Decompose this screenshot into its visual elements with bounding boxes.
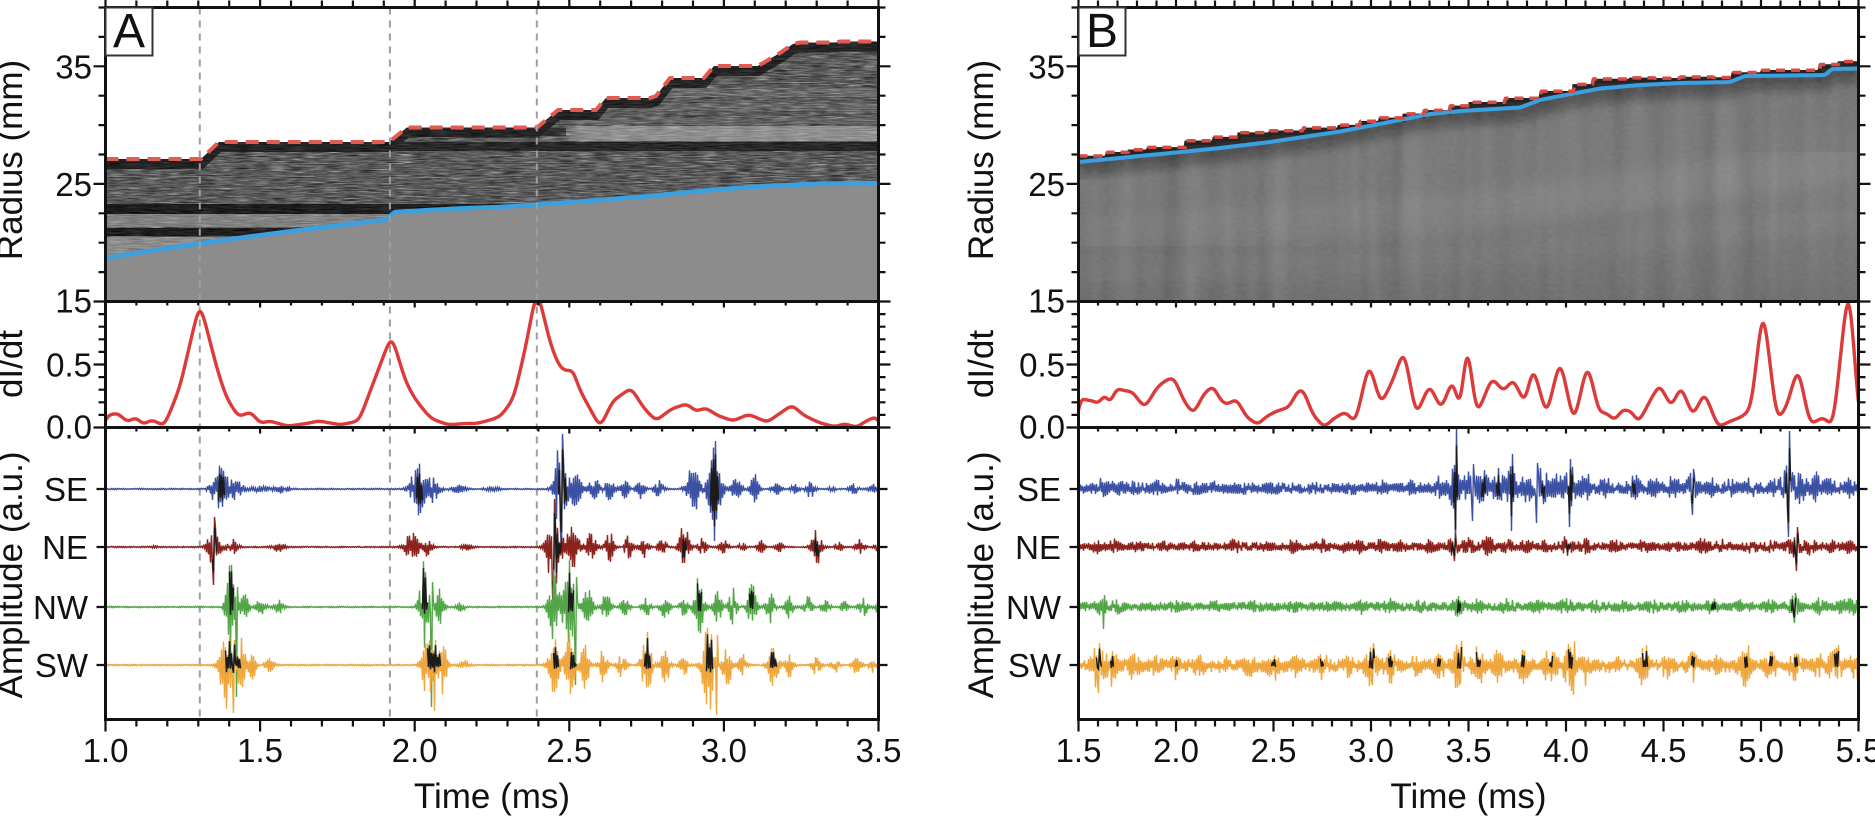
svg-text:Radius (mm): Radius (mm): [0, 60, 30, 260]
svg-text:2.5: 2.5: [546, 732, 592, 769]
svg-text:4.0: 4.0: [1543, 732, 1589, 769]
svg-text:2.5: 2.5: [1251, 732, 1297, 769]
svg-text:SE: SE: [44, 471, 88, 508]
svg-text:15: 15: [1028, 283, 1065, 320]
svg-text:Time (ms): Time (ms): [414, 777, 570, 816]
svg-text:Radius (mm): Radius (mm): [962, 60, 1001, 260]
svg-text:SW: SW: [1008, 647, 1062, 684]
svg-text:25: 25: [55, 166, 92, 203]
svg-text:NE: NE: [42, 529, 88, 566]
svg-text:3.0: 3.0: [701, 732, 747, 769]
svg-text:0.5: 0.5: [46, 347, 92, 384]
svg-text:A: A: [113, 5, 145, 58]
svg-text:4.5: 4.5: [1641, 732, 1687, 769]
svg-text:35: 35: [55, 48, 92, 85]
svg-text:1.0: 1.0: [83, 732, 129, 769]
svg-text:3.5: 3.5: [856, 732, 902, 769]
svg-text:5.5: 5.5: [1836, 732, 1875, 769]
svg-text:NW: NW: [1006, 589, 1062, 626]
svg-text:B: B: [1086, 5, 1118, 58]
svg-text:dI/dt: dI/dt: [962, 330, 1001, 398]
svg-text:0.0: 0.0: [46, 409, 92, 446]
svg-text:2.0: 2.0: [392, 732, 438, 769]
svg-text:0.0: 0.0: [1019, 409, 1065, 446]
svg-text:NE: NE: [1015, 529, 1061, 566]
svg-text:NW: NW: [33, 589, 89, 626]
svg-text:dI/dt: dI/dt: [0, 330, 30, 398]
svg-text:2.0: 2.0: [1153, 732, 1199, 769]
svg-text:3.5: 3.5: [1446, 732, 1492, 769]
svg-text:1.5: 1.5: [237, 732, 283, 769]
svg-text:1.5: 1.5: [1056, 732, 1102, 769]
svg-text:35: 35: [1028, 48, 1065, 85]
svg-text:5.0: 5.0: [1738, 732, 1784, 769]
svg-text:Amplitude (a.u.): Amplitude (a.u.): [0, 451, 30, 698]
svg-text:15: 15: [55, 283, 92, 320]
svg-text:25: 25: [1028, 166, 1065, 203]
svg-text:3.0: 3.0: [1348, 732, 1394, 769]
svg-text:Time (ms): Time (ms): [1390, 777, 1546, 816]
svg-text:Amplitude (a.u.): Amplitude (a.u.): [962, 451, 1001, 698]
svg-text:SE: SE: [1017, 471, 1061, 508]
svg-text:0.5: 0.5: [1019, 347, 1065, 384]
svg-text:SW: SW: [35, 647, 89, 684]
